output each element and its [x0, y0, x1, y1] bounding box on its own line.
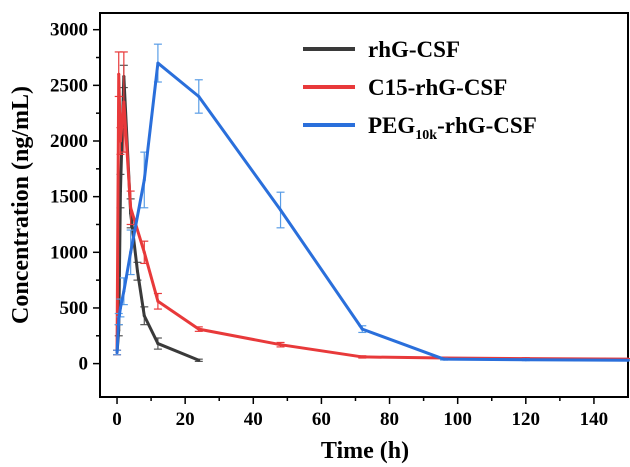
series-peg10k-rhg-csf	[113, 43, 630, 362]
ticks	[93, 28, 595, 404]
axes	[99, 12, 629, 398]
plot-frame	[99, 12, 629, 398]
legend-label: rhG-CSF	[368, 37, 460, 62]
y-tick-label: 500	[60, 298, 89, 319]
y-tick-label: 1500	[50, 187, 88, 208]
data-point	[135, 269, 139, 273]
x-tick-label: 20	[176, 409, 195, 430]
series-line-rhg-csf	[115, 74, 200, 362]
legend-label: PEG10k-rhG-CSF	[368, 113, 537, 143]
data-point	[118, 139, 122, 143]
data-point	[117, 72, 121, 76]
x-tick-label: 120	[512, 409, 541, 430]
data-point	[626, 358, 630, 362]
x-tick-label: 40	[244, 409, 263, 430]
data-point	[129, 206, 133, 210]
data-point	[197, 358, 201, 362]
data-point	[142, 314, 146, 318]
legend-label: C15-rhG-CSF	[368, 75, 507, 100]
data-point	[197, 94, 201, 98]
data-point	[197, 327, 201, 331]
y-tick-label: 2000	[50, 131, 88, 152]
data-point	[360, 355, 364, 359]
data-point	[118, 189, 122, 193]
tick-labels: 0 20 40 60 80 100 120 140 0 500 1000 1500 2000 2500 30…	[50, 20, 608, 430]
data-point	[279, 343, 283, 347]
data-point	[122, 100, 126, 104]
data-point	[156, 61, 160, 65]
data-point	[129, 250, 133, 254]
y-tick-label: 0	[79, 354, 89, 375]
data-point	[118, 306, 122, 310]
series-rhg-csf	[113, 64, 203, 362]
y-axis-title: Concentration (ng/mL)	[8, 86, 34, 324]
legend: rhG-CSF C15-rhG-CSF PEG10k-rhG-CSF	[303, 37, 537, 143]
x-tick-label: 60	[312, 409, 331, 430]
legend-item-rhg-csf: rhG-CSF	[303, 37, 460, 62]
data-point	[117, 317, 121, 321]
data-point	[122, 289, 126, 293]
x-tick-label: 140	[580, 409, 609, 430]
legend-item-c15-rhg-csf: C15-rhG-CSF	[303, 75, 507, 100]
data-point	[142, 178, 146, 182]
data-point	[142, 250, 146, 254]
data-point	[156, 342, 160, 346]
data-point	[115, 350, 119, 354]
data-point	[156, 299, 160, 303]
x-tick-label: 80	[380, 409, 399, 430]
data-point	[524, 358, 528, 362]
y-tick-label: 3000	[50, 20, 88, 41]
series-line-peg10k-rhg-csf	[115, 61, 629, 362]
x-tick-label: 100	[443, 409, 472, 430]
x-axis-title: Time (h)	[321, 438, 409, 464]
y-tick-label: 2500	[50, 75, 88, 96]
x-tick-label: 0	[112, 409, 122, 430]
data-point	[360, 327, 364, 331]
data-point	[442, 357, 446, 361]
series-layer	[113, 43, 630, 362]
y-tick-label: 1000	[50, 242, 88, 263]
legend-item-peg10k-rhg-csf: PEG10k-rhG-CSF	[303, 113, 537, 143]
data-point	[279, 208, 283, 212]
